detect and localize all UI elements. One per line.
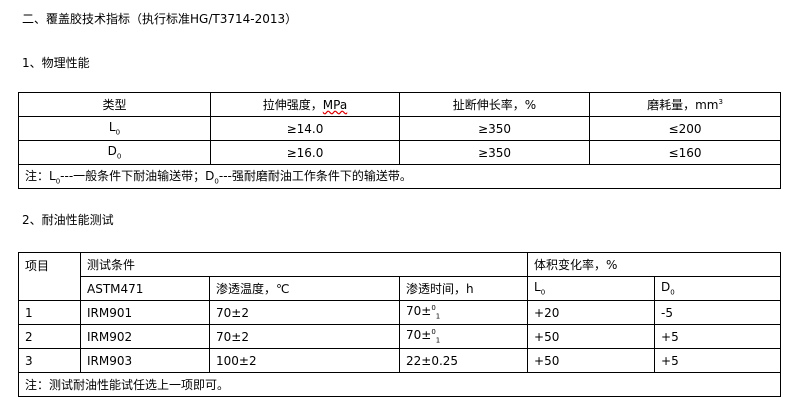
temp-cell: 70±2 xyxy=(209,300,400,325)
header-oil: ASTM471 xyxy=(80,276,210,301)
note: 注：L0---一般条件下耐油输送带；D0---强耐磨耐油工作条件下的输送带。 xyxy=(18,164,781,189)
tensile-cell: ≥14.0 xyxy=(210,116,400,141)
L0-cell: +50 xyxy=(527,324,656,349)
table-row: D0 ≥16.0 ≥350 ≤160 xyxy=(18,140,781,165)
table-header-row: 项目 测试条件 体积变化率，% xyxy=(18,252,782,301)
table-row: L0 ≥14.0 ≥350 ≤200 xyxy=(18,116,781,141)
type-cell: L0 xyxy=(18,116,211,141)
table-row: 3 IRM903 100±2 22±0.25 +50 +5 xyxy=(18,348,782,373)
header-time: 渗透时间，h xyxy=(398,276,529,301)
type-cell: D0 xyxy=(18,140,211,165)
L0-cell: +20 xyxy=(527,300,656,325)
tensile-cell: ≥16.0 xyxy=(210,140,400,165)
item-cell: 2 xyxy=(18,324,81,349)
header-wear: 磨耗量，mm3 xyxy=(589,92,781,117)
time-cell: 70±01 xyxy=(398,300,529,325)
L0-cell: +50 xyxy=(527,348,656,373)
time-cell: 22±0.25 xyxy=(398,348,529,373)
note-row: 注：L0---一般条件下耐油输送带；D0---强耐磨耐油工作条件下的输送带。 xyxy=(18,164,781,189)
header-L0: L0 xyxy=(527,276,656,301)
time-cell: 70±01 xyxy=(398,324,529,349)
item-cell: 1 xyxy=(18,300,81,325)
table-row: 2 IRM902 70±2 70±01 +50 +5 xyxy=(18,324,782,349)
header-temperature: 渗透温度，℃ xyxy=(209,276,400,301)
D0-cell: +5 xyxy=(654,324,782,349)
elongation-cell: ≥350 xyxy=(399,140,590,165)
temp-cell: 100±2 xyxy=(209,348,400,373)
oil-resistance-table: 项目 测试条件 体积变化率，% ASTM471 渗透温度，℃ 渗透时间，h L0… xyxy=(17,252,782,397)
oil-cell: IRM902 xyxy=(80,324,210,349)
wear-cell: ≤200 xyxy=(589,116,781,141)
oil-cell: IRM903 xyxy=(80,348,210,373)
D0-cell: -5 xyxy=(654,300,782,325)
elongation-cell: ≥350 xyxy=(399,116,590,141)
note: 注：测试耐油性能试任选上一项即可。 xyxy=(17,372,782,397)
header-item: 项目 xyxy=(18,252,81,301)
oil-cell: IRM901 xyxy=(80,300,210,325)
table-header-row: 类型 拉伸强度，MPa 扯断伸长率，% 磨耗量，mm3 xyxy=(18,92,781,117)
table-subheader-row: ASTM471 渗透温度，℃ 渗透时间，h L0 D0 xyxy=(19,276,782,301)
header-tensile: 拉伸强度，MPa xyxy=(210,92,400,117)
header-D0: D0 xyxy=(654,276,782,301)
section-1-title: 1、物理性能 xyxy=(22,56,90,70)
header-type: 类型 xyxy=(18,92,211,117)
item-cell: 3 xyxy=(18,348,81,373)
wear-cell: ≤160 xyxy=(589,140,781,165)
header-elongation: 扯断伸长率，% xyxy=(399,92,590,117)
temp-cell: 70±2 xyxy=(209,324,400,349)
header-volume-change: 体积变化率，% xyxy=(527,252,782,277)
physical-properties-table: 类型 拉伸强度，MPa 扯断伸长率，% 磨耗量，mm3 L0 ≥14.0 ≥35… xyxy=(18,92,781,189)
header-conditions: 测试条件 xyxy=(79,252,529,277)
table-row: 1 IRM901 70±2 70±01 +20 -5 xyxy=(18,300,782,325)
section-2-title: 2、耐油性能测试 xyxy=(22,213,114,227)
heading: 二、覆盖胶技术指标（执行标准HG/T3714-2013） xyxy=(22,12,298,26)
note-row: 注：测试耐油性能试任选上一项即可。 xyxy=(17,372,782,397)
D0-cell: +5 xyxy=(654,348,782,373)
